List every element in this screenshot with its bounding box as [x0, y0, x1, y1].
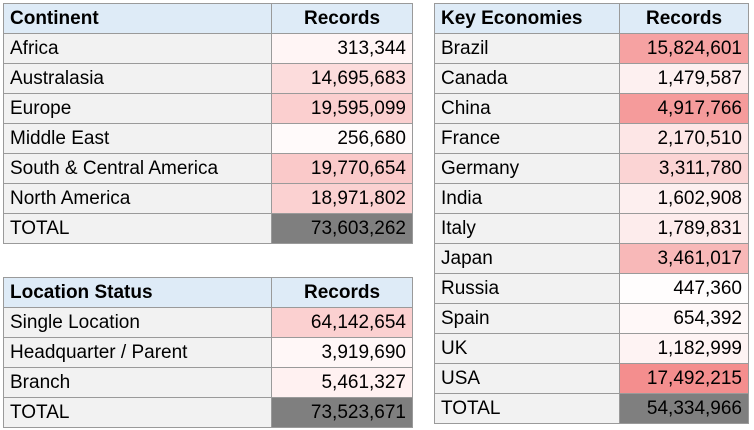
records-column-header: Records [271, 3, 413, 34]
row-value: 18,971,802 [271, 183, 413, 214]
table-row: Branch 5,461,327 [3, 367, 413, 398]
table-row: Brazil 15,824,601 [434, 33, 749, 64]
row-label: Europe [3, 93, 272, 124]
row-value: 14,695,683 [271, 63, 413, 94]
row-value: 3,919,690 [271, 337, 413, 368]
row-value: 64,142,654 [271, 307, 413, 338]
row-label: Africa [3, 33, 272, 64]
row-label: France [434, 123, 620, 154]
table-row: South & Central America 19,770,654 [3, 153, 413, 184]
table-header-row: Continent Records [3, 3, 413, 34]
table-row: North America 18,971,802 [3, 183, 413, 214]
row-label: Germany [434, 153, 620, 184]
total-value: 54,334,966 [619, 393, 749, 424]
row-value: 4,917,766 [619, 93, 749, 124]
row-label: Japan [434, 243, 620, 274]
table-row: Europe 19,595,099 [3, 93, 413, 124]
row-label: Russia [434, 273, 620, 304]
table-row: Germany 3,311,780 [434, 153, 749, 184]
table-row: France 2,170,510 [434, 123, 749, 154]
row-value: 2,170,510 [619, 123, 749, 154]
row-value: 5,461,327 [271, 367, 413, 398]
row-value: 256,680 [271, 123, 413, 154]
row-value: 19,770,654 [271, 153, 413, 184]
table-row: Spain 654,392 [434, 303, 749, 334]
table-row: China 4,917,766 [434, 93, 749, 124]
table-row: Africa 313,344 [3, 33, 413, 64]
total-label: TOTAL [3, 397, 272, 428]
row-label: Middle East [3, 123, 272, 154]
continent-column-header: Continent [3, 3, 272, 34]
table-row: Middle East 256,680 [3, 123, 413, 154]
row-label: China [434, 93, 620, 124]
row-label: Spain [434, 303, 620, 334]
key-economies-column-header: Key Economies [434, 3, 620, 34]
row-value: 1,602,908 [619, 183, 749, 214]
total-label: TOTAL [3, 213, 272, 244]
records-column-header: Records [619, 3, 749, 34]
row-label: Headquarter / Parent [3, 337, 272, 368]
row-label: UK [434, 333, 620, 364]
row-value: 1,479,587 [619, 63, 749, 94]
table-row: Italy 1,789,831 [434, 213, 749, 244]
row-value: 313,344 [271, 33, 413, 64]
table-header-row: Key Economies Records [434, 3, 749, 34]
total-row: TOTAL 73,603,262 [3, 213, 413, 244]
table-row: Canada 1,479,587 [434, 63, 749, 94]
row-label: North America [3, 183, 272, 214]
row-value: 1,182,999 [619, 333, 749, 364]
row-value: 17,492,215 [619, 363, 749, 394]
table-row: USA 17,492,215 [434, 363, 749, 394]
table-row: UK 1,182,999 [434, 333, 749, 364]
row-label: Australasia [3, 63, 272, 94]
row-value: 654,392 [619, 303, 749, 334]
total-label: TOTAL [434, 393, 620, 424]
row-label: Branch [3, 367, 272, 398]
row-value: 3,461,017 [619, 243, 749, 274]
row-label: Brazil [434, 33, 620, 64]
total-row: TOTAL 54,334,966 [434, 393, 749, 424]
table-header-row: Location Status Records [3, 277, 413, 308]
row-label: Single Location [3, 307, 272, 338]
location-status-column-header: Location Status [3, 277, 272, 308]
total-value: 73,523,671 [271, 397, 413, 428]
row-value: 3,311,780 [619, 153, 749, 184]
table-row: Single Location 64,142,654 [3, 307, 413, 338]
row-value: 15,824,601 [619, 33, 749, 64]
records-column-header: Records [271, 277, 413, 308]
row-label: USA [434, 363, 620, 394]
table-row: Japan 3,461,017 [434, 243, 749, 274]
table-row: Headquarter / Parent 3,919,690 [3, 337, 413, 368]
key-economies-records-table: Key Economies Records Brazil 15,824,601 … [434, 3, 749, 424]
total-value: 73,603,262 [271, 213, 413, 244]
location-status-records-table: Location Status Records Single Location … [3, 277, 413, 428]
row-value: 19,595,099 [271, 93, 413, 124]
total-row: TOTAL 73,523,671 [3, 397, 413, 428]
row-value: 1,789,831 [619, 213, 749, 244]
continent-records-table: Continent Records Africa 313,344 Austral… [3, 3, 413, 244]
row-value: 447,360 [619, 273, 749, 304]
row-label: Italy [434, 213, 620, 244]
table-row: Russia 447,360 [434, 273, 749, 304]
table-row: India 1,602,908 [434, 183, 749, 214]
row-label: Canada [434, 63, 620, 94]
row-label: South & Central America [3, 153, 272, 184]
row-label: India [434, 183, 620, 214]
table-row: Australasia 14,695,683 [3, 63, 413, 94]
